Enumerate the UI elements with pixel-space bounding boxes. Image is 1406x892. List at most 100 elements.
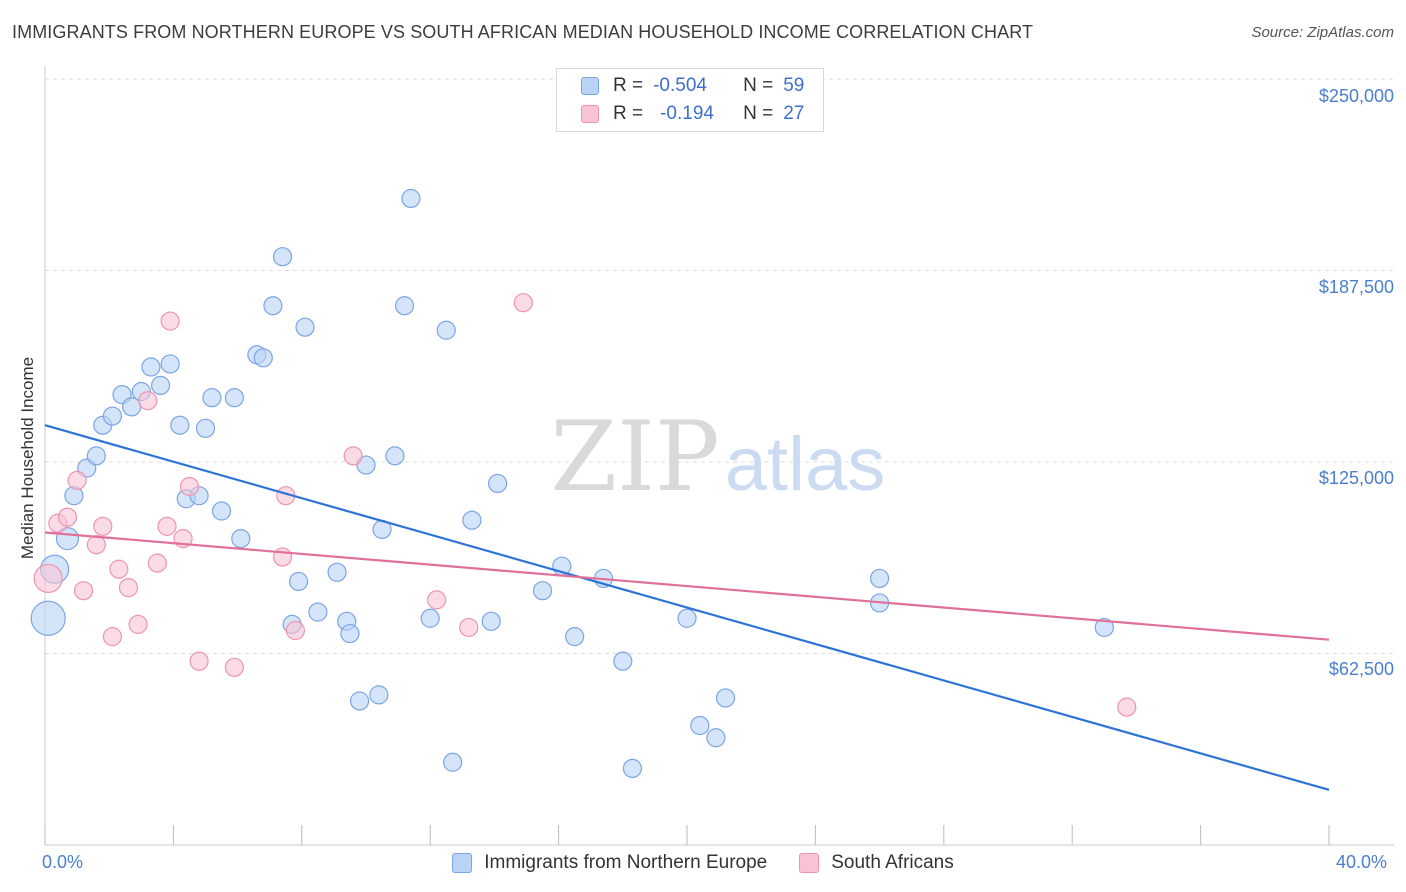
blue-point bbox=[150, 375, 171, 395]
trend-lines bbox=[44, 424, 1330, 791]
watermark: ZIP atlas bbox=[550, 401, 885, 513]
pink-trend-line bbox=[44, 531, 1330, 641]
pink-point bbox=[102, 627, 123, 647]
blue-point bbox=[481, 611, 501, 631]
grid-lines bbox=[45, 78, 1394, 654]
n-value: 59 bbox=[783, 75, 805, 96]
pink-swatch bbox=[799, 853, 820, 873]
blue-point bbox=[488, 473, 508, 494]
watermark-zip: ZIP bbox=[550, 401, 719, 513]
pink-point bbox=[93, 516, 113, 536]
r-value: -0.504 bbox=[653, 75, 707, 96]
r-value: -0.194 bbox=[660, 103, 714, 124]
pink-point bbox=[513, 293, 533, 313]
pink-point bbox=[157, 516, 177, 536]
blue-point bbox=[202, 388, 222, 408]
blue-point bbox=[308, 602, 328, 622]
blue-point bbox=[420, 608, 440, 628]
blue-swatch bbox=[581, 77, 599, 95]
pink-point bbox=[147, 553, 167, 573]
blue-point bbox=[565, 627, 585, 647]
blue-point bbox=[102, 406, 123, 426]
blue-point bbox=[401, 188, 421, 209]
blue-point bbox=[1094, 617, 1114, 638]
pink-point bbox=[343, 446, 363, 466]
blue-point bbox=[443, 752, 463, 772]
blue-point bbox=[122, 397, 142, 417]
blue-point bbox=[622, 758, 643, 779]
pink-point bbox=[86, 535, 106, 555]
pink-point bbox=[1117, 697, 1137, 717]
pink-point bbox=[224, 657, 244, 677]
r-label: R = bbox=[613, 75, 644, 96]
pink-point bbox=[285, 620, 305, 641]
blue-point bbox=[613, 651, 633, 671]
blue-swatch bbox=[452, 853, 473, 873]
blue-point bbox=[263, 296, 283, 316]
n-label: N = bbox=[743, 103, 774, 124]
blue-point bbox=[253, 348, 273, 368]
watermark-atlas: atlas bbox=[725, 422, 886, 507]
y-tick-label: $125,000 bbox=[1318, 468, 1394, 488]
pink-point bbox=[118, 578, 139, 598]
blue-point bbox=[869, 568, 890, 589]
pink-point bbox=[33, 563, 63, 594]
y-tick-label: $62,500 bbox=[1328, 659, 1394, 679]
blue-point bbox=[394, 296, 415, 316]
blue-point bbox=[224, 388, 244, 408]
stats-legend: R = -0.504 N = 59 R = -0.194 N = 27 bbox=[556, 68, 824, 132]
blue-point bbox=[211, 501, 232, 521]
pink-point bbox=[179, 476, 200, 497]
pink-point bbox=[67, 470, 87, 490]
y-axis-label: Median Household Income bbox=[18, 356, 37, 560]
blue-point bbox=[340, 623, 360, 644]
blue-point bbox=[706, 728, 726, 748]
pink-point bbox=[189, 651, 209, 671]
pink-point bbox=[138, 391, 158, 411]
blue-point bbox=[170, 415, 190, 435]
pink-point bbox=[128, 614, 148, 634]
x-tick-label: 40.0% bbox=[1336, 852, 1388, 872]
legend-row-blue: R = -0.504 N = 59 bbox=[581, 75, 804, 97]
data-points bbox=[30, 188, 1137, 779]
blue-point bbox=[349, 691, 370, 711]
n-label: N = bbox=[743, 75, 774, 96]
series-name: Immigrants from Northern Europe bbox=[484, 852, 768, 873]
y-tick-label: $250,000 bbox=[1318, 86, 1394, 106]
chart-title: IMMIGRANTS FROM NORTHERN EUROPE VS SOUTH… bbox=[12, 22, 1034, 42]
pink-point bbox=[459, 617, 479, 638]
blue-point bbox=[677, 608, 697, 628]
y-tick-label: $187,500 bbox=[1318, 277, 1394, 297]
n-value: 27 bbox=[783, 103, 805, 124]
blue-point bbox=[288, 571, 309, 592]
blue-point bbox=[86, 446, 106, 466]
x-tick-label: 0.0% bbox=[42, 852, 84, 872]
pink-point bbox=[109, 559, 129, 579]
pink-point bbox=[427, 590, 447, 610]
series-legend: Immigrants from Northern Europe South Af… bbox=[0, 852, 1406, 874]
blue-point bbox=[690, 715, 710, 736]
series-name: South Africans bbox=[831, 852, 954, 873]
blue-point bbox=[141, 357, 161, 377]
blue-point bbox=[385, 446, 405, 466]
blue-point bbox=[462, 510, 482, 530]
pink-point bbox=[73, 581, 94, 601]
blue-point bbox=[327, 562, 347, 582]
r-label: R = bbox=[613, 103, 644, 124]
blue-point bbox=[369, 685, 389, 705]
blue-point bbox=[231, 528, 251, 549]
blue-point bbox=[30, 600, 66, 636]
pink-point bbox=[57, 507, 78, 527]
blue-trend-line bbox=[44, 424, 1330, 791]
pink-swatch bbox=[581, 105, 599, 123]
legend-item-northern-europe: Immigrants from Northern Europe bbox=[452, 852, 767, 874]
axes bbox=[44, 66, 1394, 846]
blue-point bbox=[532, 581, 553, 601]
source-label: Source: ZipAtlas.com bbox=[1251, 24, 1394, 41]
blue-point bbox=[295, 317, 315, 337]
legend-row-pink: R = -0.194 N = 27 bbox=[581, 103, 804, 125]
blue-point bbox=[272, 247, 293, 267]
blue-point bbox=[715, 688, 736, 708]
blue-point bbox=[436, 320, 456, 340]
